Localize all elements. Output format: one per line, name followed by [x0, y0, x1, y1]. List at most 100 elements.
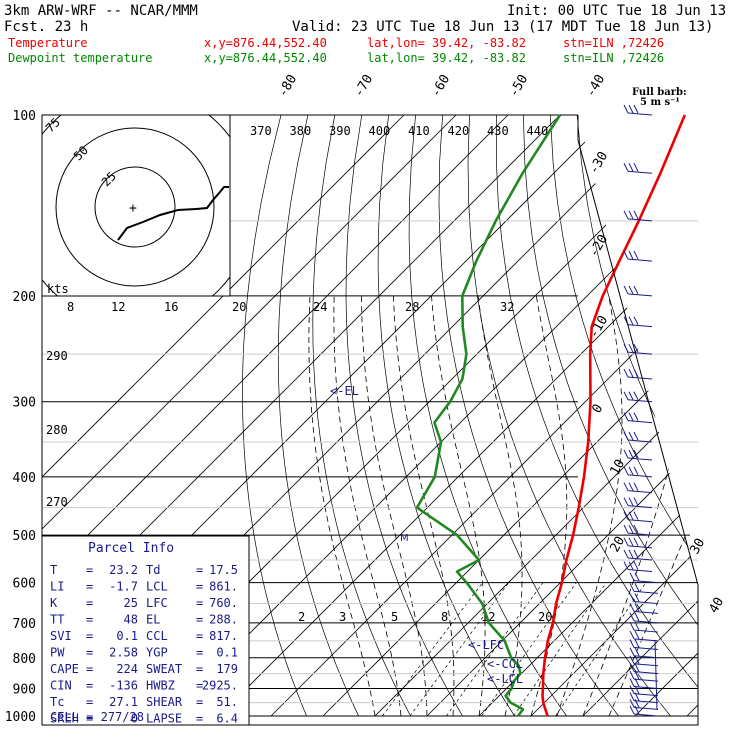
isotherm-label: -60: [428, 72, 453, 100]
parcel-info-cell: 23.2: [109, 563, 138, 577]
parcel-info-cell: 817.: [209, 629, 238, 643]
wind-barb-flag: [623, 391, 629, 400]
hodograph-frame: [41, 114, 231, 297]
wind-barb-flag: [634, 612, 640, 622]
wind-barb-flag: [633, 250, 639, 260]
parcel-info-equals: =: [86, 646, 93, 660]
parcel-info-cell: 2.58: [109, 646, 138, 660]
wind-barb: [627, 351, 653, 355]
wind-barb-flag: [634, 678, 640, 687]
parcel-info-cell: Tc: [50, 695, 64, 709]
parcel-info-cell: CELL = 277/28: [50, 710, 144, 724]
parcel-info-cell: 2925.: [202, 679, 238, 693]
wind-barb-flag: [629, 647, 635, 656]
isotherm-line: [322, 115, 698, 717]
hodograph-scale: 8 12 16 20 24 28 32: [67, 300, 514, 314]
hodograph: 75 50 25 + kts: [41, 114, 231, 297]
wind-barb-flag: [634, 639, 640, 648]
parcel-info-cell: 288.: [209, 613, 238, 627]
theta-label: 430: [487, 124, 509, 138]
theta-label: 380: [290, 124, 312, 138]
wind-barb-flag: [623, 482, 629, 491]
wind-barb-flag: [633, 210, 639, 220]
parcel-info-equals: =: [86, 563, 93, 577]
ccl-marker: <-CCL: [487, 657, 523, 671]
wind-barb-flag: [623, 497, 629, 506]
parcel-info-equals: =: [86, 695, 93, 709]
mixing-ratio-label: 3: [339, 610, 346, 624]
parcel-info-cell: 0.1: [216, 646, 238, 660]
wind-barb: [627, 519, 653, 523]
plot-frame: [42, 115, 699, 726]
wind-barb-flag: [629, 655, 635, 665]
pressure-label: 700: [13, 617, 36, 632]
parcel-info-equals: =: [196, 712, 203, 726]
hodograph-ring-25: [94, 166, 176, 248]
parcel-info-cell: 0: [131, 712, 138, 726]
wind-barb-flag: [629, 663, 635, 672]
wind-barb: [627, 557, 653, 561]
pressure-label: 500: [13, 529, 36, 544]
wind-barb: [627, 457, 653, 461]
wind-barb-flag: [623, 524, 629, 534]
wind-barb-flag: [633, 104, 639, 114]
wind-barb-flag: [633, 391, 639, 400]
wind-barb-flag: [623, 561, 629, 570]
wind-barb-flag: [629, 630, 635, 640]
wind-barb-flag: [623, 104, 629, 114]
dewpoint-latlon: lat,lon= 39.42, -83.82: [367, 51, 526, 65]
wind-barb-flag: [623, 163, 629, 172]
parcel-info-cell: LI: [50, 580, 64, 594]
parcel-info-equals: =: [86, 613, 93, 627]
parcel-info-cell: LAPSE: [146, 712, 182, 726]
isotherm-label: -20: [586, 232, 611, 260]
parcel-info-equals: =: [86, 580, 93, 594]
wind-barbs: [623, 104, 659, 717]
wind-barb: [633, 663, 659, 667]
wind-barb-flag: [634, 685, 640, 694]
parcel-info-equals: =: [196, 596, 203, 610]
parcel-info-equals: =: [196, 646, 203, 660]
wind-barb: [633, 580, 659, 584]
mixing-ratio-label: 5: [391, 610, 398, 624]
isotherm-line: [478, 115, 698, 717]
dry-adiabat: [408, 115, 567, 717]
isotherm-label: -70: [351, 72, 376, 100]
parcel-info-cell: 27.1: [109, 695, 138, 709]
dry-adiabat: [712, 115, 740, 716]
wind-barb-flag: [633, 316, 639, 325]
wind-barb-flag: [623, 285, 629, 295]
isotherm-line: [42, 115, 509, 717]
wind-barb-flag: [633, 343, 639, 353]
wind-barb-flag: [623, 343, 629, 353]
pressure-label: 600: [13, 577, 36, 592]
wind-barb-flag: [634, 663, 640, 672]
wind-barb: [633, 590, 659, 594]
wind-barb: [627, 569, 653, 573]
forecast-hour: Fcst. 23 h: [4, 19, 88, 35]
parcel-info-cell: HWBZ: [146, 679, 175, 693]
parcel-info-cell: CAPE: [50, 662, 79, 676]
model-title: 3km ARW-WRF -- NCAR/MMM: [4, 3, 198, 19]
wind-barb: [627, 170, 653, 174]
wind-barb: [633, 686, 659, 689]
isotherm-label: -80: [275, 72, 300, 100]
wind-barb-flag: [628, 285, 634, 295]
parcel-info-cell: EL: [146, 613, 160, 627]
temperature-label: Temperature: [8, 36, 87, 50]
wind-barb-flag: [633, 466, 639, 476]
wind-barb-flag: [629, 621, 635, 631]
wind-barb-flag: [623, 537, 629, 547]
parcel-info-equals: =: [86, 596, 93, 610]
wind-barb: [627, 532, 653, 536]
wind-barb-flag: [629, 685, 635, 694]
wind-barb-flag: [633, 511, 639, 520]
moist-adiabat: [333, 295, 402, 717]
temperature-latlon: lat,lon= 39.42, -83.82: [367, 36, 526, 50]
wind-barb: [627, 112, 653, 116]
wind-barb-flag: [628, 316, 634, 325]
wind-barb-flag: [629, 583, 635, 592]
mixing-ratio-label: 20: [538, 610, 552, 624]
level-annotations: <-EL <-LFC <-CCL <-LCL: [330, 384, 523, 686]
parcel-info-cell: 25: [124, 596, 138, 610]
